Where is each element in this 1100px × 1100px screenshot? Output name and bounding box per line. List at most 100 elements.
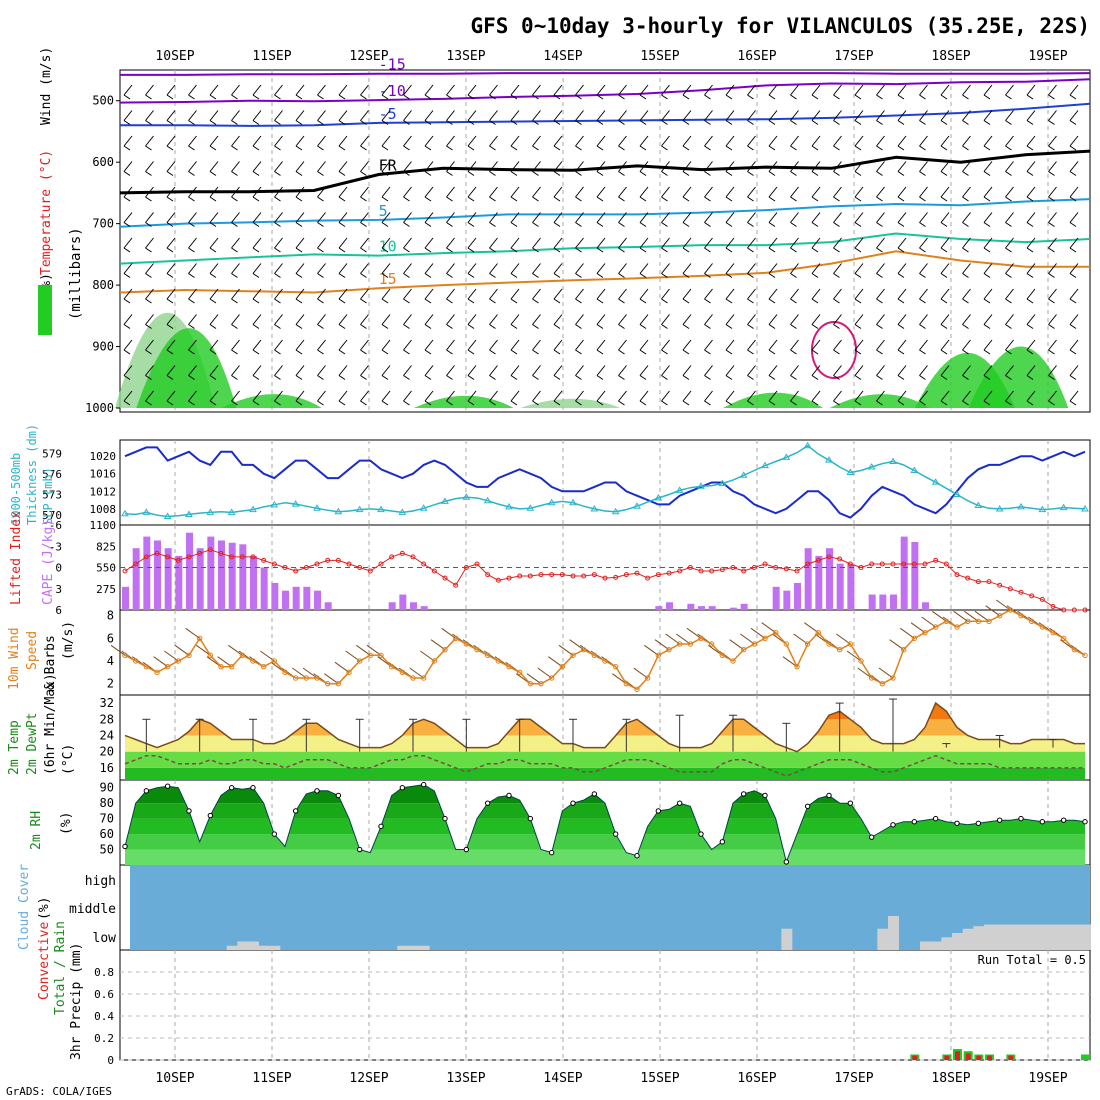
- wind-barb: [1048, 237, 1057, 249]
- wind-barb-flag: [725, 120, 733, 125]
- precip-total-bar: [1081, 1054, 1090, 1060]
- wind-barb-flag: [274, 273, 281, 278]
- lifted-index-marker: [901, 561, 907, 567]
- wind-barb-flag: [661, 247, 668, 253]
- wind-barb-flag: [145, 273, 152, 278]
- cape-bar: [815, 555, 823, 610]
- wind-barb-flag: [983, 94, 991, 100]
- wind-barb-flag: [145, 120, 152, 125]
- wind-barb-flag: [403, 298, 410, 304]
- wind-barb-flag: [704, 196, 711, 202]
- wind-barb-flag: [381, 400, 389, 406]
- wind-speed-marker: [164, 663, 171, 670]
- wind-speed-marker: [495, 658, 502, 664]
- lifted-index-marker: [367, 568, 373, 574]
- wind-barb-flag: [854, 247, 862, 253]
- thickness-marker: [462, 493, 471, 500]
- wind-barb-flag: [274, 222, 281, 227]
- wind-barb: [661, 365, 670, 376]
- wind-barb-flag: [338, 120, 346, 125]
- wind-barb: [274, 135, 283, 147]
- lifted-index-marker: [751, 565, 757, 570]
- wind-barb: [639, 365, 649, 376]
- wind-barb: [1026, 288, 1036, 300]
- rh-tick-label: 70: [100, 812, 114, 826]
- cape-bar: [154, 540, 161, 610]
- cape-bar: [698, 606, 705, 610]
- lifted-index-marker: [890, 561, 896, 567]
- wind-barb: [338, 365, 348, 376]
- cape-bar: [164, 548, 172, 610]
- wind-barb-flag: [897, 324, 905, 329]
- cape-bar: [132, 548, 140, 610]
- wind-barb: [510, 365, 520, 376]
- rh-marker: [1018, 815, 1024, 822]
- wind-speed-marker: [1007, 607, 1014, 613]
- wind-barb: [919, 288, 928, 300]
- cape-bar: [196, 548, 204, 610]
- wind-barb: [166, 365, 176, 376]
- wind-barb: [123, 314, 133, 325]
- wind-barb: [747, 212, 756, 223]
- wind-barb-flag: [338, 273, 346, 278]
- wind-barb-flag: [274, 120, 281, 125]
- wind-barb: [145, 314, 154, 325]
- wind-barb-10m: [366, 644, 382, 656]
- wind-barb: [532, 135, 541, 147]
- wind-barb-flag: [983, 324, 991, 329]
- wind-barb: [467, 110, 477, 121]
- wind-barb: [661, 237, 670, 249]
- wind-speed-marker: [292, 675, 299, 681]
- wind-barb: [682, 212, 692, 223]
- wind-barb-flag: [747, 400, 754, 406]
- wind-barb: [940, 390, 950, 402]
- wind-barb: [403, 237, 412, 249]
- wind-speed-marker: [911, 635, 918, 642]
- wind-barb-flag: [252, 298, 260, 304]
- li-tick-label: 3: [55, 583, 62, 596]
- wind-barb: [790, 237, 799, 249]
- wind-barb: [510, 288, 520, 300]
- wind-barb-flag: [489, 247, 496, 253]
- wind-barb-flag: [360, 273, 367, 278]
- lifted-index-marker: [666, 570, 672, 576]
- wind-barb: [424, 186, 434, 198]
- isotherm-label: FR: [379, 156, 398, 174]
- cape-tick-label: 825: [96, 540, 116, 553]
- wind-barb: [553, 212, 563, 223]
- wind-barb: [962, 84, 971, 96]
- wind-barb: [811, 390, 821, 402]
- wind-barb: [575, 263, 584, 274]
- rh-marker: [932, 815, 939, 822]
- wind-speed-marker: [314, 675, 320, 681]
- wind-barb-flag: [790, 375, 797, 380]
- wind-barb-flag: [1005, 222, 1012, 227]
- wind-barb-flag: [639, 196, 647, 202]
- wind-barb: [510, 263, 520, 274]
- wind-barb-flag: [962, 222, 969, 227]
- cape-bar: [228, 542, 236, 610]
- wind-barb-flag: [768, 94, 776, 100]
- wind-barb-flag: [790, 298, 797, 304]
- wind-barb-flag: [1048, 247, 1055, 253]
- wind-barb-flag: [467, 247, 475, 253]
- wind-barb: [876, 314, 885, 325]
- wind-barb-flag: [338, 145, 346, 151]
- wind-barb-flag: [510, 298, 518, 304]
- lifted-index-marker: [794, 568, 800, 574]
- wind-barb: [1048, 135, 1057, 147]
- wind-barb-flag: [231, 94, 238, 100]
- wind-barb-flag: [1048, 375, 1055, 380]
- wind-barb-flag: [833, 375, 840, 380]
- wind-barb-flag: [123, 145, 131, 151]
- wind-barb: [274, 339, 283, 351]
- wind-barb-flag: [252, 171, 260, 176]
- wind-barb-flag: [317, 324, 324, 329]
- wind-barb: [596, 339, 606, 351]
- top-day-label: 17SEP: [834, 49, 873, 64]
- rh-marker: [1039, 819, 1046, 825]
- wind-barb-flag: [252, 375, 260, 380]
- wind-barb-flag: [166, 145, 174, 151]
- wind-barb: [489, 110, 498, 121]
- wind-barb-flag: [811, 324, 819, 329]
